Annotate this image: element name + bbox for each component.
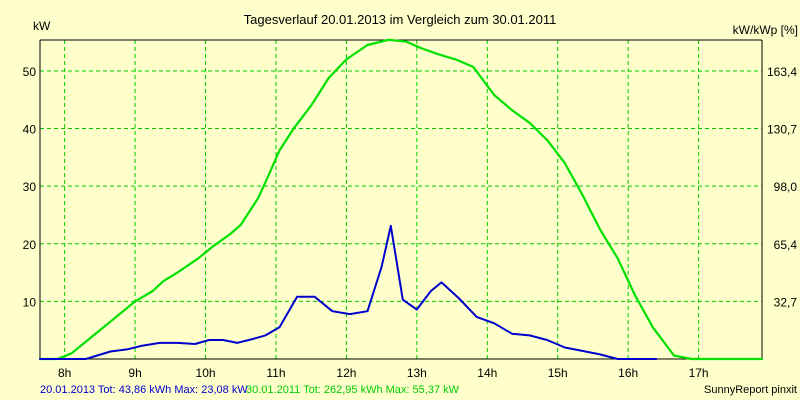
legend-entry-2013: 20.01.2013 Tot: 43,86 kWh Max: 23,08 kW — [40, 384, 248, 396]
data-series — [38, 38, 764, 361]
series-line-30.01.2011 — [38, 38, 764, 361]
y-tick-left-50: 50 — [23, 65, 37, 79]
series-line-20.01.2013 — [39, 224, 658, 360]
y-tick-right-163,4: 163,4 — [767, 65, 797, 79]
y-axis-left-label: kW — [33, 19, 51, 33]
x-tick-label-17h: 17h — [689, 366, 709, 380]
x-tick-label-8h: 8h — [58, 366, 71, 380]
y-tick-left-30: 30 — [23, 180, 37, 194]
y-tick-right-98,0: 98,0 — [774, 180, 798, 194]
legend: 20.01.2013 Tot: 43,86 kWh Max: 23,08 kW … — [40, 384, 460, 396]
y-tick-left-10: 10 — [23, 295, 37, 309]
y-tick-right-65,4: 65,4 — [774, 238, 798, 252]
y-tick-left-20: 20 — [23, 238, 37, 252]
x-tick-label-15h: 15h — [548, 366, 568, 380]
x-tick-label-12h: 12h — [336, 366, 356, 380]
grid-lines — [40, 40, 762, 359]
chart-title: Tagesverlauf 20.01.2013 im Vergleich zum… — [244, 12, 557, 27]
y-tick-right-130,7: 130,7 — [767, 123, 797, 137]
x-tick-label-16h: 16h — [618, 366, 638, 380]
y-tick-right-32,7: 32,7 — [774, 295, 798, 309]
x-tick-label-14h: 14h — [477, 366, 497, 380]
legend-row: 20.01.2013 Tot: 43,86 kWh Max: 23,08 kW … — [40, 384, 460, 396]
axis-tick-labels: 8h 9h 10h 11h 12h 13h 14h 15h 16h 17h 10 20 30 40 50 32… — [23, 65, 798, 380]
x-tick-label-9h: 9h — [128, 366, 141, 380]
x-tick-label-13h: 13h — [407, 366, 427, 380]
x-tick-label-11h: 11h — [266, 366, 285, 380]
legend-entry-2011: 30.01.2011 Tot: 262,95 kWh Max: 55,37 kW — [246, 384, 460, 396]
x-tick-label-10h: 10h — [196, 366, 216, 380]
y-tick-left-40: 40 — [23, 123, 37, 137]
y-axis-right-label: kW/kWp [%] — [733, 23, 798, 37]
footer-credit: SunnyReport pinxit — [704, 384, 797, 396]
